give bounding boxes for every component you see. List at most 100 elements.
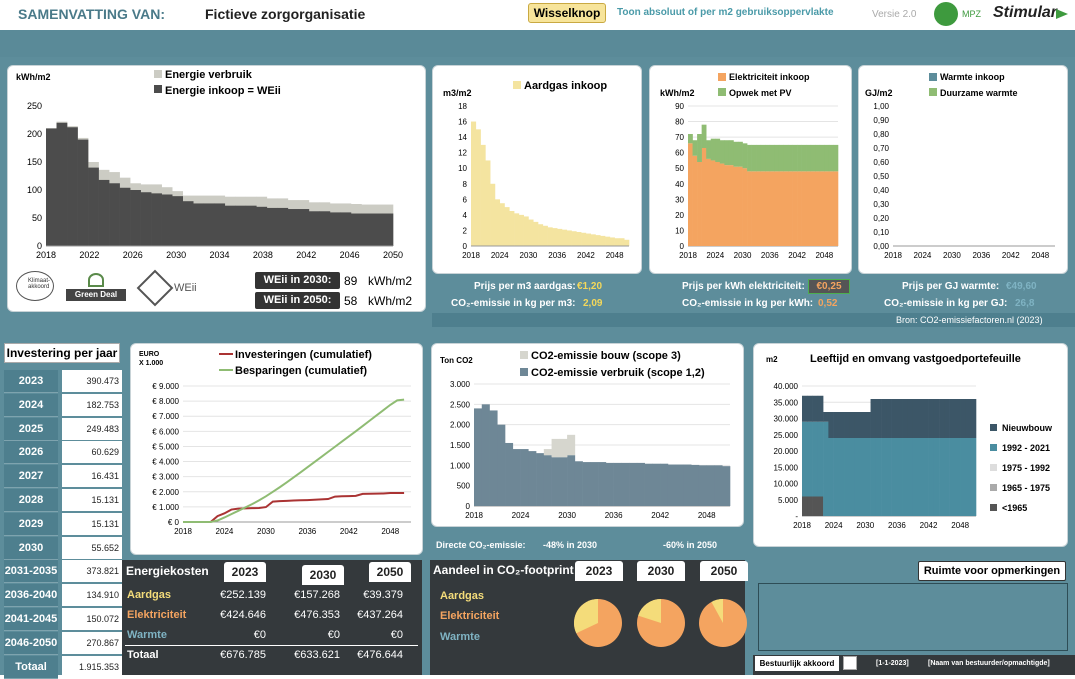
gas-bar <box>528 219 534 246</box>
elec-ylabel: kWh/m2 <box>660 88 695 98</box>
x-tick-label: 2018 <box>174 527 192 536</box>
remarks-textarea[interactable] <box>758 583 1068 651</box>
approval-checkbox[interactable] <box>843 656 857 670</box>
gas-bar <box>595 235 601 246</box>
y-tick-label: 100 <box>27 185 42 195</box>
portfolio-ylabel: m2 <box>766 355 778 364</box>
y-tick-label: 50 <box>32 213 42 223</box>
footprint-pies <box>574 599 747 647</box>
portfolio-bar <box>902 399 908 438</box>
invest-card: EURO X 1.000 Investeringen (cumulatief) … <box>130 343 423 555</box>
energy-purchase-bar <box>161 194 173 246</box>
portfolio-bar <box>923 438 929 516</box>
pie-gas-slice <box>638 599 661 623</box>
portfolio-bar <box>949 399 956 438</box>
investment-value[interactable]: 15.131 <box>62 489 122 511</box>
weii-logo-label: WEii <box>174 282 197 294</box>
co2-scope12-bar <box>590 462 599 506</box>
portfolio-bar <box>838 412 845 438</box>
elec-bar <box>788 171 793 246</box>
mpz-label: MPZ <box>962 9 981 19</box>
elec-price-input[interactable]: €0,25 <box>808 279 850 294</box>
gas-bar <box>609 237 615 246</box>
costs-total-value: €676.785 <box>220 649 266 661</box>
y-tick-label: 18 <box>458 102 467 111</box>
portfolio-bar <box>954 399 961 438</box>
gas-chart: m3/m2 Aardgas inkoop 0 2 4 6 8 10 12 14 16 18 2018… <box>443 80 630 260</box>
investment-value[interactable]: 270.867 <box>62 631 122 654</box>
summary-title: SAMENVATTING VAN: <box>18 6 165 22</box>
portfolio-bar <box>833 438 840 516</box>
gas-bar <box>490 183 496 246</box>
investment-value[interactable]: 55.652 <box>62 536 122 559</box>
investment-value[interactable]: 1.915.353 <box>62 655 122 678</box>
approval-date[interactable]: [1-1-2023] <box>876 660 909 667</box>
investment-value[interactable]: 249.483 <box>62 417 122 440</box>
y-tick-label: € 1.000 <box>152 503 179 512</box>
footprint-year-2030: 2030 <box>637 561 685 581</box>
investment-year: 2027 <box>4 465 58 489</box>
savings-line <box>183 398 405 523</box>
y-tick-label: 150 <box>27 157 42 167</box>
elec-bar <box>824 171 830 246</box>
pv-bar <box>819 144 825 172</box>
investment-value[interactable]: 182.753 <box>62 393 122 416</box>
costs-row-label: Aardgas <box>127 589 172 601</box>
legend-gas: Aardgas inkoop <box>524 80 607 92</box>
gas-bar <box>571 231 577 246</box>
portfolio-bar <box>886 438 892 516</box>
co2-scope12-bar <box>722 466 731 506</box>
investment-row: 2026 60.629 <box>4 441 122 465</box>
pv-bar <box>733 141 739 167</box>
x-tick-label: 2042 <box>920 521 938 530</box>
y-tick-label: 35.000 <box>774 398 799 407</box>
stimular-logo: Stimular <box>993 4 1058 21</box>
y-tick-label: 3.000 <box>450 380 471 389</box>
y-tick-label: 10 <box>458 164 467 173</box>
investment-year: Totaal <box>4 655 58 679</box>
costs-row-value: €476.353 <box>294 609 340 621</box>
energy-purchase-bar <box>224 205 236 246</box>
stimular-arrow-icon <box>1056 9 1068 19</box>
costs-year-2023: 2023 <box>224 562 266 582</box>
toggle-button[interactable]: Wisselknop <box>528 3 606 23</box>
portfolio-bar <box>944 438 950 516</box>
energy-purchase-bar <box>256 206 268 246</box>
investment-value[interactable]: 15.131 <box>62 512 122 535</box>
legend-swatch-heat <box>929 73 937 81</box>
elec-bar <box>692 155 698 246</box>
elec-card: kWh/m2 Elektriciteit inkoop Opwek met PV… <box>649 65 852 274</box>
approver-name[interactable]: [Naam van bestuurder/opmachtigde] <box>928 660 1050 667</box>
y-tick-label: 0,80 <box>873 130 889 139</box>
portfolio-bar <box>912 399 919 438</box>
legend-scope12: CO2-emissie verbruik (scope 1,2) <box>531 367 705 379</box>
top-bar: SAMENVATTING VAN: Fictieve zorgorganisat… <box>0 0 1075 30</box>
y-tick-label: 10 <box>675 226 684 235</box>
gas-bar <box>581 232 587 246</box>
invest-ylabel-1: EURO <box>139 351 160 358</box>
portfolio-bar <box>896 399 903 438</box>
gas-bar <box>514 213 520 246</box>
investment-value[interactable]: 16.431 <box>62 465 122 488</box>
investment-value[interactable]: 60.629 <box>62 441 122 464</box>
elec-bar <box>751 171 757 246</box>
x-tick-label: 2048 <box>381 527 399 536</box>
heat-price-label: Prijs per GJ warmte: <box>902 281 1000 292</box>
elec-bar <box>742 168 748 246</box>
co2-scope12-bar <box>505 442 514 506</box>
x-tick-label: 2030 <box>558 511 576 520</box>
co2-scope3-bar <box>551 438 560 458</box>
portfolio-bar <box>891 438 898 516</box>
investment-value[interactable]: 150.072 <box>62 608 122 630</box>
x-tick-label: 2024 <box>216 527 234 536</box>
klimaatakkoord-label: Klimaat-akkoord <box>28 278 51 290</box>
gas-bar <box>552 228 558 246</box>
investment-value[interactable]: 373.821 <box>62 560 122 583</box>
investment-value[interactable]: 390.473 <box>62 370 122 392</box>
portfolio-bar <box>923 399 929 438</box>
investment-value[interactable]: 134.910 <box>62 584 122 607</box>
elec-bar <box>815 171 821 246</box>
y-tick-label: 60 <box>675 149 684 158</box>
pv-bar <box>751 144 757 172</box>
weii-2050-label: WEii in 2050: <box>255 292 340 309</box>
